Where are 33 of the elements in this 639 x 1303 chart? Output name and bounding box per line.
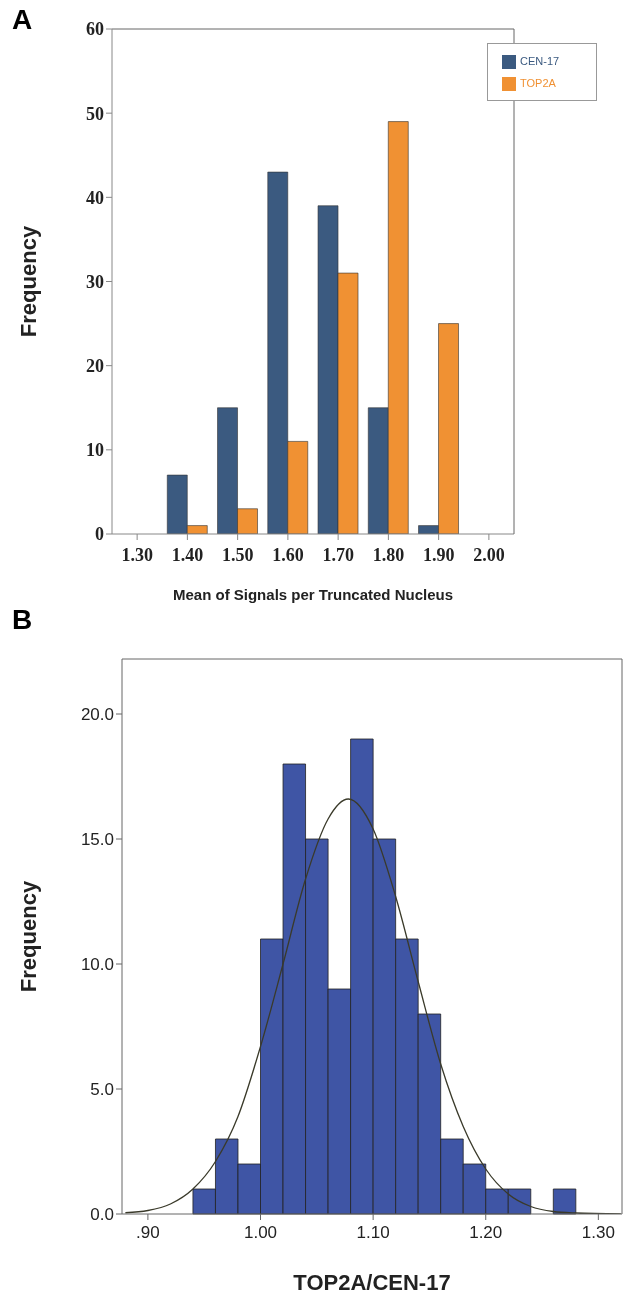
x-axis-title: TOP2A/CEN-17 [293,1270,451,1295]
x-tick-label: 1.20 [469,1223,503,1243]
y-tick-label: 50 [86,103,104,124]
y-tick-label: 60 [86,19,104,40]
y-tick-label: 10.0 [80,955,114,975]
y-axis-title: Frequency [15,225,41,338]
text: B [12,604,33,636]
y-tick-label: 10 [86,440,104,461]
x-tick-label: 1.60 [272,544,304,565]
y-tick-label: 20 [86,356,104,377]
x-axis-title: Mean of Signals per Truncated Nucleus [172,586,454,603]
x-tick-label: 1.30 [121,544,153,565]
y-tick-label: 0 [95,524,104,545]
x-tick-label: 1.10 [356,1223,390,1243]
legend-label: CEN-17 [520,55,560,67]
x-tick-label: 1.30 [581,1223,615,1243]
y-tick-label: 15.0 [80,830,114,850]
x-tick-label: 1.70 [322,544,354,565]
y-axis-title: Frequency [15,880,41,993]
x-tick-label: 1.50 [221,544,254,565]
y-tick-label: 20.0 [80,705,114,725]
y-tick-label: 30 [86,271,104,292]
x-tick-label: 2.00 [473,544,505,565]
x-tick-label: 1.90 [422,544,455,565]
legend-label: TOP2A [520,77,556,89]
y-tick-label: 5.0 [90,1080,114,1100]
y-tick-label: 0.0 [90,1205,114,1225]
x-tick-label: 1.40 [171,544,204,565]
text: A [12,4,33,36]
x-tick-label: 1.80 [372,544,405,565]
x-tick-label: 1.00 [243,1223,278,1243]
x-tick-label: .90 [136,1223,160,1243]
y-tick-label: 40 [86,187,104,208]
